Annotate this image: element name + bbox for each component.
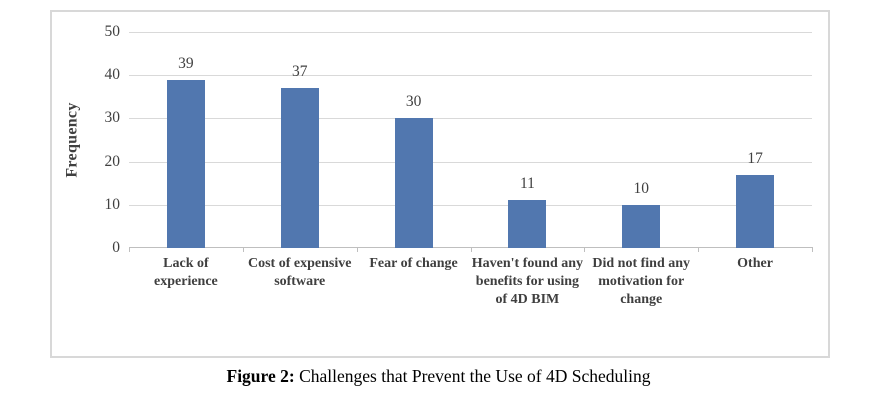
- x-axis-tick: [356, 247, 358, 252]
- y-tick-label: 20: [104, 152, 121, 170]
- category-label: Lack of experience: [154, 256, 218, 289]
- figure-caption-text: Challenges that Prevent the Use of 4D Sc…: [294, 366, 651, 386]
- bar: [622, 204, 661, 248]
- bar: [736, 174, 775, 248]
- gridline: [129, 204, 812, 206]
- y-axis-title: Frequency: [60, 32, 86, 248]
- bar: [166, 79, 205, 248]
- x-axis-tick: [584, 247, 586, 252]
- y-tick-label: 50: [104, 23, 121, 40]
- bar: [280, 88, 319, 248]
- bar-chart-frame: Frequency 0 10 20 30 40 50 39 37 30 11 10 17 Lack …: [50, 10, 830, 358]
- x-axis-tick: [470, 247, 472, 252]
- category-label: Did not find any motivation for change: [592, 256, 691, 307]
- x-axis-tick: [129, 247, 130, 252]
- gridline: [129, 161, 812, 163]
- bar-data-label: 39: [178, 54, 194, 72]
- gridline: [129, 32, 812, 33]
- figure-caption: Figure 2: Challenges that Prevent the Us…: [0, 366, 877, 387]
- y-axis-title-text: Frequency: [64, 102, 82, 178]
- x-axis-tick: [242, 247, 244, 252]
- y-tick-label: 0: [112, 239, 120, 256]
- y-tick-label: 40: [104, 66, 121, 84]
- category-label: Other: [737, 256, 773, 271]
- x-axis-tick: [698, 247, 700, 252]
- x-axis-tick: [812, 247, 813, 252]
- x-axis-category-labels: Lack of experience Cost of expensive soft…: [129, 255, 812, 325]
- bar-data-label: 11: [519, 175, 535, 193]
- y-tick-label: 30: [104, 109, 121, 127]
- category-label: Cost of expensive software: [248, 256, 352, 289]
- bar-data-label: 10: [633, 179, 650, 197]
- category-label: Fear of change: [369, 256, 458, 271]
- category-label: Haven't found any benefits for using of …: [471, 256, 584, 307]
- plot-area: 39 37 30 11 10 17: [129, 32, 813, 252]
- gridline: [129, 118, 812, 120]
- figure-caption-label: Figure 2:: [226, 366, 295, 386]
- y-axis-tick-labels: 0 10 20 30 40 50: [92, 23, 121, 256]
- y-tick-label: 10: [104, 195, 121, 213]
- bar-data-label: 37: [292, 63, 308, 81]
- bar: [394, 118, 433, 248]
- bar: [508, 200, 547, 248]
- bar-data-label: 30: [405, 93, 422, 111]
- bar-data-label: 17: [747, 149, 763, 167]
- gridline: [129, 75, 812, 77]
